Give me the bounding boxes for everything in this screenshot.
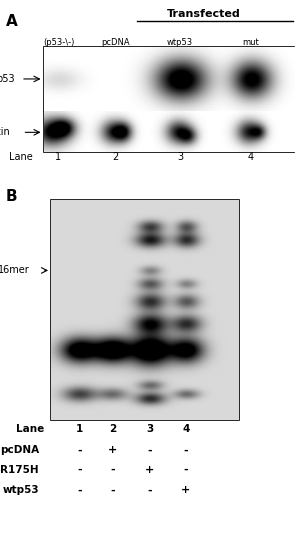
Text: R175H: R175H: [0, 465, 39, 475]
Text: Lane: Lane: [9, 152, 33, 162]
Text: p53: p53: [0, 74, 15, 84]
Text: wtp53: wtp53: [2, 485, 39, 495]
Text: pcDNA: pcDNA: [0, 445, 39, 455]
Text: wtp53: wtp53: [167, 38, 193, 47]
Text: -: -: [148, 445, 152, 455]
Text: -: -: [77, 485, 82, 495]
Text: 1: 1: [76, 424, 83, 434]
Text: -: -: [110, 485, 115, 495]
Text: -: -: [148, 485, 152, 495]
Text: 2: 2: [112, 152, 118, 162]
Text: 16mer: 16mer: [0, 265, 30, 275]
Bar: [44, 112, 294, 152]
Text: A: A: [6, 14, 18, 29]
Text: 3: 3: [177, 152, 183, 162]
Text: +: +: [146, 465, 154, 475]
Bar: [51, 200, 238, 420]
Text: 3: 3: [146, 424, 154, 434]
Bar: [44, 47, 294, 111]
Text: -: -: [110, 465, 115, 475]
Text: -: -: [184, 465, 188, 475]
Text: pcDNA: pcDNA: [101, 38, 130, 47]
Text: mut: mut: [242, 38, 259, 47]
Text: -: -: [184, 445, 188, 455]
Text: 4: 4: [248, 152, 254, 162]
Text: 4: 4: [182, 424, 190, 434]
Text: 2: 2: [109, 424, 116, 434]
Text: +: +: [108, 445, 117, 455]
Text: -: -: [77, 445, 82, 455]
Text: -: -: [77, 465, 82, 475]
Text: 1: 1: [56, 152, 62, 162]
Text: Actin: Actin: [0, 127, 11, 137]
Text: Lane: Lane: [16, 424, 44, 434]
Text: B: B: [6, 189, 18, 204]
Text: (p53-\-): (p53-\-): [43, 38, 74, 47]
Text: Transfected: Transfected: [167, 9, 241, 19]
Text: +: +: [182, 485, 190, 495]
